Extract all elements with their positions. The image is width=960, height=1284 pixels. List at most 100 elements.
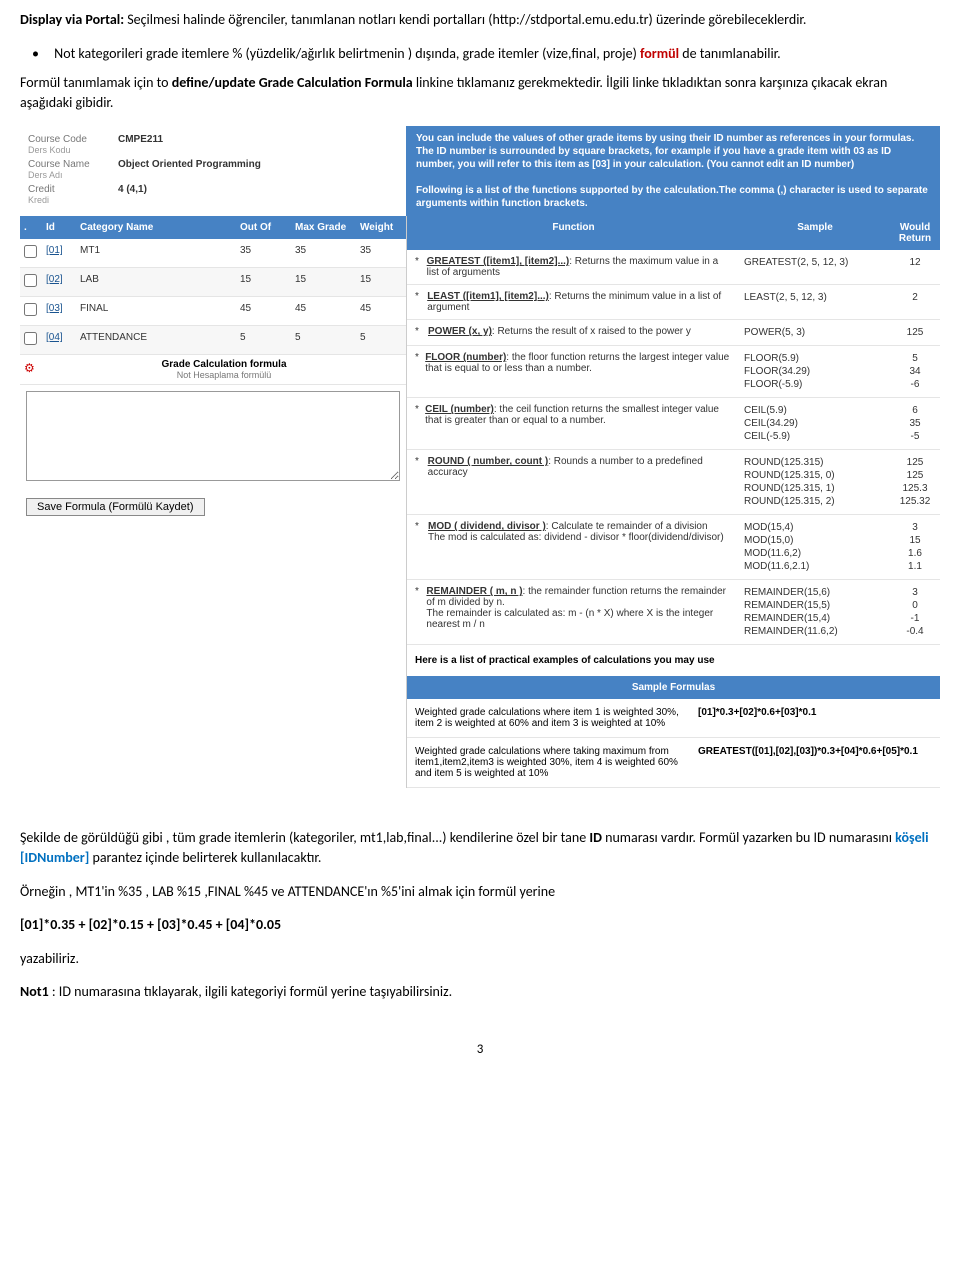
bullet-grade-categories: Not kategorileri grade itemlere % (yüzde… — [20, 44, 940, 64]
sample-formulas-header: Sample Formulas — [407, 676, 940, 699]
hdr-function: Function — [407, 216, 740, 250]
save-formula-button[interactable]: Save Formula (Formülü Kaydet) — [26, 498, 205, 516]
function-row: *LEAST ([item1], [item2]...): Returns th… — [407, 285, 940, 320]
grade-item-row: [04]ATTENDANCE555 — [20, 326, 406, 355]
function-row: *ROUND ( number, count ): Rounds a numbe… — [407, 450, 940, 515]
function-return: 125125125.3125.32 — [890, 450, 940, 514]
item-id-link[interactable]: [01] — [46, 245, 63, 256]
sample-desc: Weighted grade calculations where taking… — [407, 738, 690, 787]
function-return: 125 — [890, 320, 940, 345]
item-maxgrade: 35 — [291, 239, 356, 267]
label-credit-sub: Kredi — [28, 195, 118, 205]
function-row: *GREATEST ([item1], [item2]...): Returns… — [407, 250, 940, 285]
function-sample: POWER(5, 3) — [740, 320, 890, 345]
paragraph-id-explanation: Şekilde de görüldüğü gibi , tüm grade it… — [20, 828, 940, 867]
formula-subtitle: Not Hesaplama formülü — [46, 370, 402, 380]
functions-header: Function Sample Would Return — [407, 216, 940, 250]
function-row: *CEIL (number): the ceil function return… — [407, 398, 940, 450]
text-formula-link: define/update Grade Calculation Formula — [172, 74, 413, 91]
item-weight: 35 — [356, 239, 406, 267]
asterisk-icon: * — [415, 256, 422, 278]
label-course-code-sub: Ders Kodu — [28, 145, 118, 155]
function-return: 3151.61.1 — [890, 515, 940, 579]
function-row: *MOD ( dividend, divisor ): Calculate te… — [407, 515, 940, 580]
grade-item-row: [02]LAB151515 — [20, 268, 406, 297]
asterisk-icon: * — [415, 586, 421, 638]
function-name[interactable]: MOD ( dividend, divisor ) — [428, 521, 546, 532]
grade-item-row: [03]FINAL454545 — [20, 297, 406, 326]
function-return: 2 — [890, 285, 940, 319]
text-formula-a: Formül tanımlamak için to — [20, 74, 172, 91]
function-name[interactable]: GREATEST ([item1], [item2]...) — [427, 256, 570, 267]
function-return: 12 — [890, 250, 940, 284]
hdr-outof: Out Of — [236, 216, 291, 239]
function-name[interactable]: CEIL (number) — [425, 404, 494, 415]
item-maxgrade: 15 — [291, 268, 356, 296]
text-outro-b: numarası vardır. Formül yazarken bu ID n… — [605, 829, 895, 846]
instructions-p2: Following is a list of the functions sup… — [416, 185, 928, 209]
item-id-link[interactable]: [04] — [46, 332, 63, 343]
asterisk-icon: * — [415, 291, 422, 313]
function-row: *REMAINDER ( m, n ): the remainder funct… — [407, 580, 940, 645]
item-weight: 45 — [356, 297, 406, 325]
paragraph-display-portal: Display via Portal: Seçilmesi halinde öğ… — [20, 10, 940, 30]
item-checkbox[interactable] — [24, 245, 37, 258]
item-outof: 5 — [236, 326, 291, 354]
item-maxgrade: 45 — [291, 297, 356, 325]
formula-icon: ⚙ — [20, 355, 42, 384]
asterisk-icon: * — [415, 326, 423, 339]
function-name[interactable]: FLOOR (number) — [425, 352, 506, 363]
hdr-sample: Sample — [740, 216, 890, 250]
text-outro-a: Şekilde de görüldüğü gibi , tüm grade it… — [20, 829, 589, 846]
function-return: 30-1-0.4 — [890, 580, 940, 644]
sample-formula: [01]*0.3+[02]*0.6+[03]*0.1 — [690, 699, 940, 737]
value-course-code: CMPE211 — [118, 134, 163, 155]
function-name[interactable]: ROUND ( number, count ) — [428, 456, 549, 467]
item-checkbox[interactable] — [24, 274, 37, 287]
paragraph-yazabiliriz: yazabiliriz. — [20, 949, 940, 969]
asterisk-icon: * — [415, 456, 423, 508]
course-info-panel: Course Code Ders Kodu CMPE211 Course Nam… — [20, 126, 406, 216]
sample-formula: GREATEST([01],[02],[03])*0.3+[04]*0.6+[0… — [690, 738, 940, 787]
function-return: 635-5 — [890, 398, 940, 449]
not1-text: : ID numarasına tıklayarak, ilgili kateg… — [52, 983, 452, 1000]
formula-textarea[interactable] — [26, 391, 400, 481]
paragraph-formula-define: Formül tanımlamak için to define/update … — [20, 73, 940, 112]
bullet-text-b: de tanımlanabilir. — [682, 45, 780, 62]
function-sample: ROUND(125.315)ROUND(125.315, 0)ROUND(125… — [740, 450, 890, 514]
hdr-weight: Weight — [356, 216, 406, 239]
paragraph-example-formula: [01]*0.35 + [02]*0.15 + [03]*0.45 + [04]… — [20, 915, 940, 935]
grade-item-row: [01]MT1353535 — [20, 239, 406, 268]
formula-title-row: ⚙ Grade Calculation formula Not Hesaplam… — [20, 355, 406, 385]
item-outof: 35 — [236, 239, 291, 267]
item-category: ATTENDANCE — [76, 326, 236, 354]
function-sample: LEAST(2, 5, 12, 3) — [740, 285, 890, 319]
item-maxgrade: 5 — [291, 326, 356, 354]
function-row: *POWER (x, y): Returns the result of x r… — [407, 320, 940, 346]
function-name[interactable]: LEAST ([item1], [item2]...) — [427, 291, 549, 302]
paragraph-example-intro: Örneğin , MT1'in %35 , LAB %15 ,FINAL %4… — [20, 882, 940, 902]
label-course-name-sub: Ders Adı — [28, 170, 118, 180]
formula-title: Grade Calculation formula — [46, 359, 402, 370]
function-return: 534-6 — [890, 346, 940, 397]
function-name[interactable]: POWER (x, y) — [428, 326, 492, 337]
bullet-text-a: Not kategorileri grade itemlere % (yüzde… — [54, 45, 640, 62]
item-outof: 15 — [236, 268, 291, 296]
item-id-link[interactable]: [02] — [46, 274, 63, 285]
hdr-maxgrade: Max Grade — [291, 216, 356, 239]
label-credit: Credit — [28, 184, 118, 195]
instructions-panel: You can include the values of other grad… — [406, 126, 940, 216]
asterisk-icon: * — [415, 521, 423, 573]
label-course-code: Course Code — [28, 134, 118, 145]
items-header-row: . Id Category Name Out Of Max Grade Weig… — [20, 216, 406, 239]
text-outro-c: parantez içinde belirterek kullanılacakt… — [92, 849, 321, 866]
item-checkbox[interactable] — [24, 332, 37, 345]
function-row: *FLOOR (number): the floor function retu… — [407, 346, 940, 398]
asterisk-icon: * — [415, 404, 420, 443]
item-weight: 15 — [356, 268, 406, 296]
function-name[interactable]: REMAINDER ( m, n ) — [426, 586, 522, 597]
value-credit: 4 (4,1) — [118, 184, 147, 205]
item-outof: 45 — [236, 297, 291, 325]
item-checkbox[interactable] — [24, 303, 37, 316]
item-id-link[interactable]: [03] — [46, 303, 63, 314]
